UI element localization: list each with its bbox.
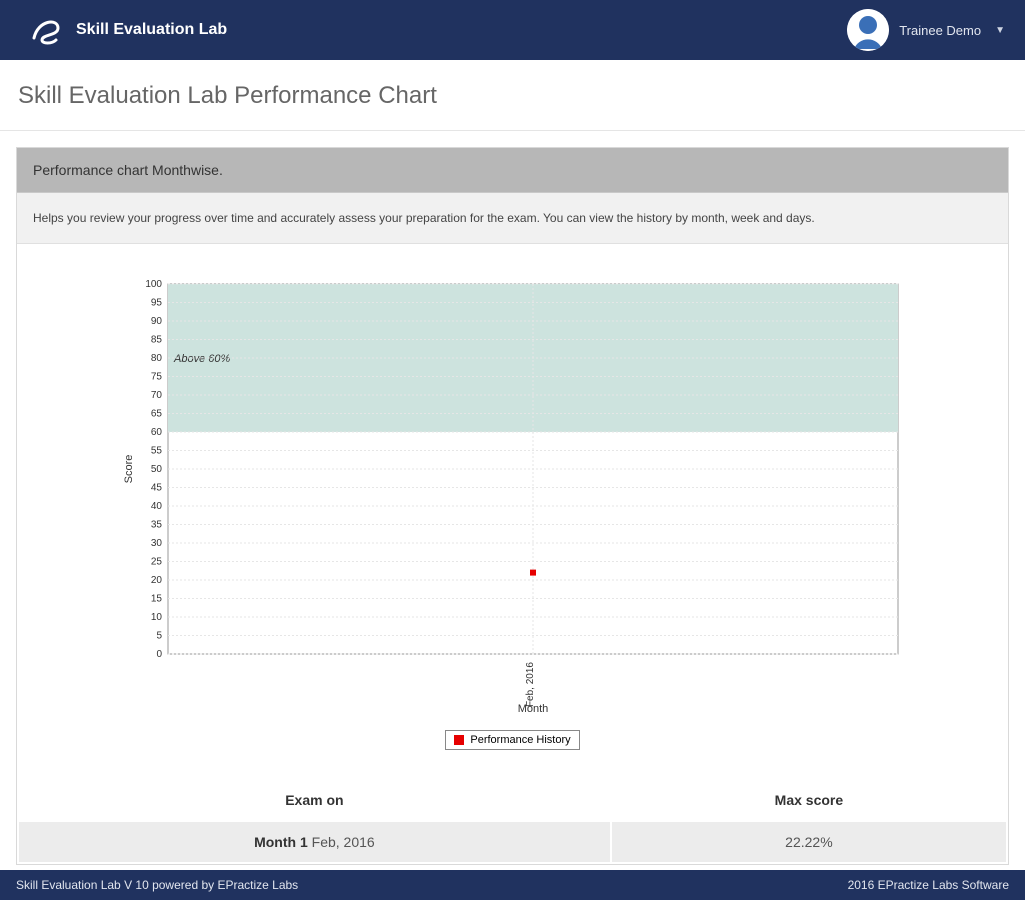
max-score-cell: 22.22% (612, 822, 1006, 862)
avatar-icon (847, 9, 889, 51)
svg-text:65: 65 (150, 409, 162, 420)
panel-description: Helps you review your progress over time… (17, 193, 1008, 244)
svg-text:75: 75 (150, 372, 162, 383)
logo-wrap: Skill Evaluation Lab (28, 12, 227, 48)
svg-text:5: 5 (156, 631, 162, 642)
chevron-down-icon: ▼ (995, 25, 1005, 36)
svg-text:0: 0 (156, 649, 162, 660)
svg-text:60: 60 (150, 427, 162, 438)
svg-text:100: 100 (145, 279, 162, 290)
svg-text:15: 15 (150, 594, 162, 605)
footer-right: 2016 EPractize Labs Software (848, 878, 1009, 892)
footer-left: Skill Evaluation Lab V 10 powered by EPr… (16, 878, 298, 892)
svg-text:90: 90 (150, 316, 162, 327)
col-max-score: Max score (612, 780, 1006, 820)
svg-text:35: 35 (150, 520, 162, 531)
svg-text:85: 85 (150, 335, 162, 346)
svg-text:50: 50 (150, 464, 162, 475)
chart-area: Above 60% 0 5 10 15 20 25 30 35 40 45 50 55 60 65 70 75 8… (17, 244, 1008, 760)
svg-text:55: 55 (150, 446, 162, 457)
exam-on-cell: Month 1 Feb, 2016 (19, 822, 610, 862)
svg-text:10: 10 (150, 612, 162, 623)
svg-text:20: 20 (150, 575, 162, 586)
app-logo-icon (28, 12, 64, 48)
svg-text:45: 45 (150, 483, 162, 494)
svg-text:70: 70 (150, 390, 162, 401)
svg-text:80: 80 (150, 353, 162, 364)
table-row: Month 1 Feb, 201622.22% (19, 822, 1006, 862)
app-title: Skill Evaluation Lab (76, 21, 227, 39)
user-menu[interactable]: Trainee Demo ▼ (847, 9, 1005, 51)
results-table: Exam on Max score Month 1 Feb, 201622.22… (17, 778, 1008, 864)
performance-panel: Performance chart Monthwise. Helps you r… (16, 147, 1009, 865)
svg-text:30: 30 (150, 538, 162, 549)
topbar: Skill Evaluation Lab Trainee Demo ▼ (0, 0, 1025, 60)
svg-text:Feb, 2016: Feb, 2016 (525, 662, 536, 707)
svg-text:40: 40 (150, 501, 162, 512)
legend-label: Performance History (470, 734, 570, 746)
footer: Skill Evaluation Lab V 10 powered by EPr… (0, 870, 1025, 900)
user-name-label: Trainee Demo (899, 23, 981, 38)
svg-text:95: 95 (150, 298, 162, 309)
panel-header: Performance chart Monthwise. (17, 148, 1008, 193)
performance-chart: Above 60% 0 5 10 15 20 25 30 35 40 45 50 55 60 65 70 75 8… (118, 274, 908, 724)
svg-text:25: 25 (150, 557, 162, 568)
page-title: Skill Evaluation Lab Performance Chart (0, 60, 1025, 131)
svg-text:Above 60%: Above 60% (173, 353, 230, 365)
svg-text:Score: Score (123, 455, 135, 484)
svg-text:Month: Month (517, 703, 548, 715)
legend-swatch-icon (454, 735, 464, 745)
col-exam-on: Exam on (19, 780, 610, 820)
chart-legend: Performance History (445, 730, 579, 750)
